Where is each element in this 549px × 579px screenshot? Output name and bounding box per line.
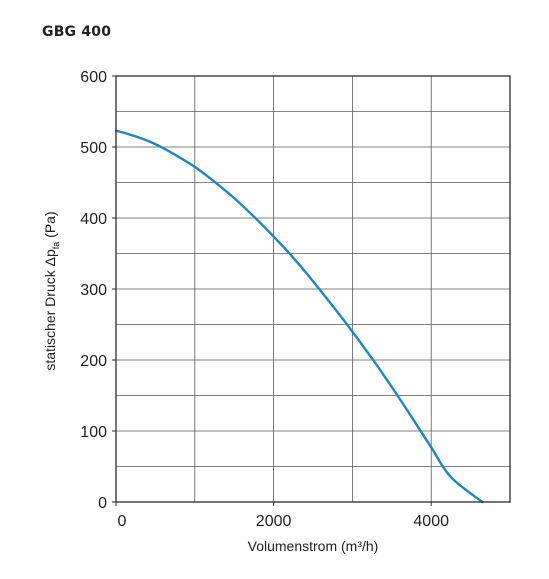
x-axis-label: Volumenstrom (m³/h) [248, 538, 379, 554]
y-tick-label: 300 [80, 282, 107, 299]
x-tick-label: 0 [118, 513, 127, 530]
series-layer [114, 129, 484, 504]
y-tick-label: 400 [80, 211, 107, 228]
y-axis-label-suffix: (Pa) [42, 211, 58, 241]
y-axis-label-prefix: statischer Druck Δp [42, 249, 58, 371]
y-tick-label: 200 [80, 353, 107, 370]
series-line [114, 129, 484, 504]
y-tick-label: 0 [98, 495, 107, 512]
x-axis-ticks: 0 2000 4000 [115, 502, 449, 530]
y-axis-ticks: 0 100 200 300 400 500 600 [80, 69, 116, 512]
y-axis-label-subscript: fa [51, 242, 61, 250]
y-axis-label: statischer Druck Δpfa (Pa) [42, 211, 61, 370]
y-tick-label: 100 [80, 424, 107, 441]
x-tick-label: 4000 [413, 513, 449, 530]
x-tick-label: 2000 [256, 513, 292, 530]
y-tick-label: 500 [80, 140, 107, 157]
y-tick-label: 600 [80, 69, 107, 86]
chart-title: GBG 400 [42, 24, 112, 40]
grid [115, 75, 511, 503]
